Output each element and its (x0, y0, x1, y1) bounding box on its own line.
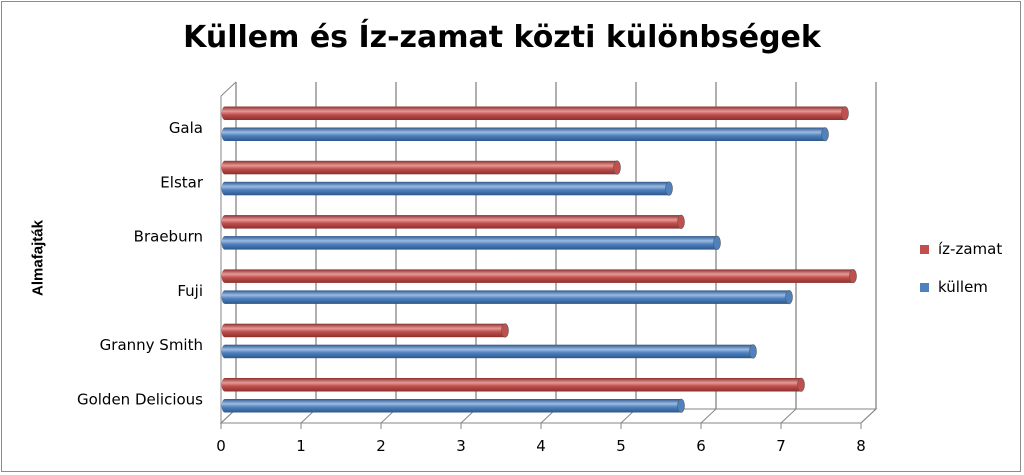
bar-cap (501, 323, 509, 338)
bar-cap (749, 344, 757, 359)
bar (225, 160, 617, 175)
bar-cap (821, 127, 829, 142)
bar-cap (849, 269, 857, 284)
category-label: Braeburn (134, 228, 203, 246)
bar-cap (665, 181, 673, 196)
legend-swatch-taste (920, 245, 929, 254)
x-tick-label: 8 (856, 437, 866, 455)
bar-start-cap (221, 127, 229, 141)
category-label: Fuji (177, 282, 203, 300)
x-tick-label: 7 (776, 437, 786, 455)
category-label: Granny Smith (100, 336, 203, 354)
x-tick-label: 4 (536, 437, 546, 455)
category-label: Gala (169, 119, 203, 137)
bar-cap (713, 235, 721, 250)
bar-start-cap (221, 290, 229, 304)
chart-title: Küllem és Íz-zamat közti különbségek (183, 20, 821, 55)
bar-cap (677, 214, 685, 229)
side-wall-top (220, 81, 237, 97)
bar (225, 106, 845, 120)
bar-start-cap (221, 378, 229, 392)
x-tick-label: 1 (296, 437, 306, 455)
bar (225, 344, 753, 359)
legend-label-appearance: küllem (938, 278, 988, 296)
x-tick-label: 3 (456, 437, 466, 455)
bar (225, 323, 505, 338)
floor-gridline (700, 408, 717, 424)
bar (225, 236, 717, 250)
bar (225, 378, 801, 392)
x-tick-label: 6 (696, 437, 706, 455)
bar-cap (841, 106, 849, 121)
category-label: Elstar (160, 173, 204, 191)
bar-start-cap (221, 399, 229, 413)
category-label: Golden Delicious (77, 391, 203, 409)
bar (225, 127, 825, 141)
bar-start-cap (221, 160, 229, 175)
floor-gridline (860, 408, 877, 424)
legend-label-taste: íz-zamat (938, 240, 1003, 258)
x-tick-label: 5 (616, 437, 626, 455)
floor-gridline (780, 408, 797, 424)
x-tick-label: 0 (216, 437, 226, 455)
bar (225, 290, 789, 304)
bar-start-cap (221, 269, 229, 283)
bar (225, 181, 669, 196)
bar-start-cap (221, 106, 229, 120)
bar-cap (797, 377, 805, 392)
legend-swatch-appearance (920, 283, 929, 292)
bar (225, 215, 681, 229)
bar-cap (613, 160, 621, 175)
bar (225, 269, 853, 283)
bar-start-cap (221, 323, 229, 338)
bar-cap (677, 398, 685, 413)
bar-cap (785, 290, 793, 305)
bar (225, 399, 681, 413)
bar-start-cap (221, 344, 229, 359)
bar-start-cap (221, 215, 229, 229)
bar-start-cap (221, 181, 229, 196)
x-tick-label: 2 (376, 437, 386, 455)
bar-start-cap (221, 236, 229, 250)
